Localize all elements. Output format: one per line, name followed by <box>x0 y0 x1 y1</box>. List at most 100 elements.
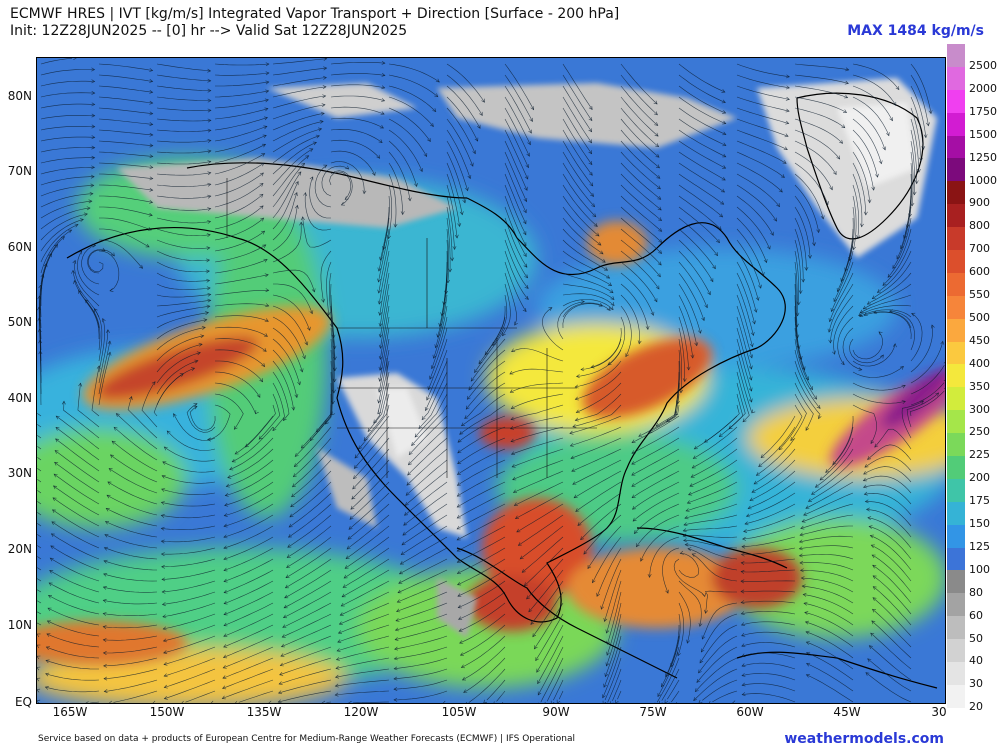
streamline <box>799 535 854 543</box>
streamline <box>161 547 216 555</box>
streamline <box>504 195 527 246</box>
streamline-arrowhead <box>103 663 107 668</box>
brand-link[interactable]: weathermodels.com <box>784 731 944 747</box>
colorbar-cell <box>947 524 965 548</box>
streamline <box>562 283 615 300</box>
streamline-arrowhead <box>523 209 527 214</box>
streamline-arrowhead <box>102 318 106 323</box>
streamline <box>161 475 216 484</box>
streamline-arrowhead <box>414 182 418 188</box>
streamline <box>37 556 42 560</box>
streamline <box>852 129 878 178</box>
streamline <box>591 327 622 368</box>
streamline-arrowhead <box>805 641 810 645</box>
streamline <box>562 118 593 165</box>
streamline <box>736 129 788 150</box>
streamline <box>871 620 912 659</box>
streamline-arrowhead <box>427 137 431 143</box>
streamline-arrowhead <box>103 559 108 564</box>
streamline-arrowhead <box>448 268 453 273</box>
streamline <box>214 217 264 241</box>
streamline-arrowhead <box>523 197 528 203</box>
streamline <box>806 641 854 670</box>
streamline <box>40 126 95 131</box>
streamline <box>678 591 691 644</box>
streamline-arrowhead <box>54 244 59 249</box>
streamline-arrowhead <box>493 701 495 703</box>
streamline-arrowhead <box>701 648 705 653</box>
streamline <box>794 382 814 431</box>
streamline <box>40 207 91 230</box>
streamline <box>302 216 332 248</box>
streamline <box>49 570 100 593</box>
streamline-arrowhead <box>400 211 405 216</box>
streamline <box>39 274 44 329</box>
streamline-arrowhead <box>398 580 403 584</box>
streamline-arrowhead <box>430 365 435 370</box>
streamline <box>426 349 448 401</box>
streamline-arrowhead <box>207 171 212 176</box>
streamline <box>37 501 42 505</box>
streamline-arrowhead <box>321 700 326 703</box>
streamline-arrowhead <box>465 405 470 410</box>
streamline <box>161 536 216 543</box>
streamline <box>736 184 777 222</box>
streamline-arrowhead <box>698 622 703 627</box>
streamline-arrowhead <box>161 475 166 479</box>
streamline-arrowhead <box>758 463 763 467</box>
streamline-arrowhead <box>163 661 168 666</box>
colorbar-cell <box>947 318 965 342</box>
streamline <box>45 673 100 681</box>
streamline-arrowhead <box>300 216 305 221</box>
streamline-arrowhead <box>840 277 845 282</box>
streamline-arrowhead <box>605 662 610 667</box>
streamline-arrowhead <box>96 365 101 370</box>
colorbar-tick-label: 800 <box>969 219 990 233</box>
streamline-arrowhead <box>911 312 916 317</box>
streamline <box>631 415 680 443</box>
streamline-arrowhead <box>55 438 60 443</box>
colorbar-cell <box>947 181 965 205</box>
streamline <box>222 668 274 689</box>
colorbar-tick-label: 550 <box>969 288 990 301</box>
streamline <box>272 294 311 331</box>
streamline <box>37 567 42 571</box>
streamline <box>40 58 72 65</box>
streamline-arrowhead <box>457 593 462 597</box>
streamline <box>535 613 564 661</box>
streamline-arrowhead <box>830 307 835 313</box>
streamline-arrowhead <box>751 489 756 493</box>
streamline <box>688 470 738 496</box>
streamline <box>294 415 332 457</box>
streamline-arrowhead <box>858 312 863 316</box>
streamline <box>354 426 390 469</box>
streamline <box>186 403 216 433</box>
streamline-arrowhead <box>347 535 352 540</box>
streamline <box>446 129 471 179</box>
streamline <box>794 85 848 98</box>
streamline-arrowhead <box>514 515 520 519</box>
streamline <box>760 415 796 458</box>
streamline-arrowhead <box>856 234 861 240</box>
colorbar-cell <box>947 250 965 273</box>
streamline-arrowhead <box>720 200 725 205</box>
streamline-arrowhead <box>279 672 284 676</box>
streamline <box>546 668 564 702</box>
streamline-arrowhead <box>398 570 403 575</box>
streamline <box>562 272 614 293</box>
streamline <box>511 393 564 409</box>
streamline <box>799 554 854 560</box>
streamline <box>457 547 506 574</box>
streamline <box>52 509 100 538</box>
streamline <box>496 690 506 702</box>
streamline-arrowhead <box>459 652 465 656</box>
streamline <box>829 272 854 322</box>
streamline-arrowhead <box>113 426 118 431</box>
streamline-arrowhead <box>37 306 42 311</box>
streamline <box>830 294 854 343</box>
streamline-arrowhead <box>912 191 917 196</box>
streamline-arrowhead <box>321 298 326 303</box>
streamline <box>673 558 706 597</box>
streamline-arrowhead <box>51 509 56 514</box>
streamline <box>457 569 506 597</box>
